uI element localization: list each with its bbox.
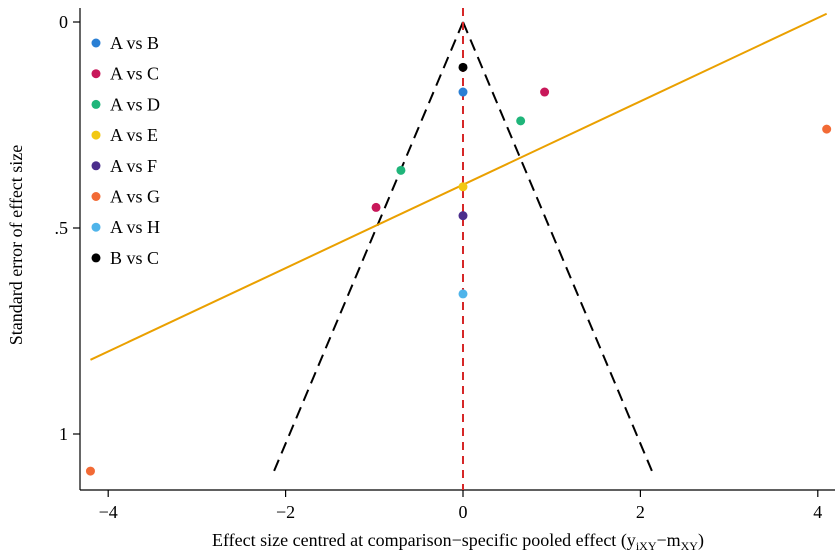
point-b-vs-c-1	[458, 62, 468, 72]
legend-marker-b-vs-c	[91, 253, 101, 263]
legend-label-a-vs-h: A vs H	[110, 217, 160, 237]
point-a-vs-g-2	[85, 466, 95, 476]
y-axis-ticks: 0.51	[55, 12, 80, 444]
legend-marker-a-vs-g	[91, 192, 101, 201]
x-tick-label: 4	[813, 502, 822, 522]
plot-area: −4 −2 0 2 4 0.51	[55, 8, 835, 522]
y-tick-label: .5	[55, 218, 69, 238]
legend-label-a-vs-g: A vs G	[110, 187, 160, 207]
funnel-left-line	[271, 21, 464, 476]
point-a-vs-g-1	[822, 124, 832, 134]
x-tick-label: −4	[99, 502, 118, 522]
legend: A vs B A vs C A vs D A vs E A vs F A vs G A vs…	[91, 33, 160, 268]
x-tick-label: −2	[276, 502, 295, 522]
legend-marker-a-vs-h	[91, 222, 101, 232]
point-a-vs-d-1	[516, 116, 526, 126]
point-a-vs-c-2	[371, 202, 381, 212]
x-axis-title-main: Effect size centred at comparison−specif…	[212, 530, 636, 551]
point-a-vs-f-1	[458, 211, 468, 221]
legend-marker-a-vs-d	[91, 99, 101, 109]
point-a-vs-c-1	[540, 87, 550, 97]
y-axis-title: Standard error of effect size	[6, 145, 26, 346]
funnel-right-line	[462, 21, 655, 476]
point-a-vs-d-2	[396, 165, 406, 175]
x-axis-title-end: )	[698, 530, 704, 551]
legend-marker-a-vs-c	[91, 69, 101, 79]
point-a-vs-h-1	[458, 289, 468, 299]
funnel-lines	[271, 21, 655, 476]
legend-label-b-vs-c: B vs C	[110, 248, 159, 268]
data-points	[85, 62, 832, 476]
legend-marker-a-vs-b	[91, 38, 101, 48]
x-axis-title: Effect size centred at comparison−specif…	[212, 530, 704, 553]
x-axis-title-sub-1: iXY	[636, 539, 657, 553]
x-tick-label: 2	[636, 502, 645, 522]
legend-label-a-vs-b: A vs B	[110, 33, 159, 53]
x-axis-ticks: −4 −2 0 2 4	[99, 490, 822, 522]
legend-label-a-vs-f: A vs F	[110, 156, 157, 176]
y-tick-label: 1	[59, 424, 68, 444]
legend-marker-a-vs-f	[91, 161, 101, 171]
point-a-vs-b-1	[458, 87, 468, 97]
legend-marker-a-vs-e	[91, 130, 101, 140]
legend-label-a-vs-c: A vs C	[110, 64, 159, 84]
x-axis-title-sub-2: XY	[681, 539, 699, 553]
legend-label-a-vs-e: A vs E	[110, 125, 158, 145]
x-axis-title-mid: −m	[656, 530, 680, 550]
legend-label-a-vs-d: A vs D	[110, 94, 160, 114]
point-a-vs-e-1	[458, 182, 468, 192]
x-tick-label: 0	[459, 502, 468, 522]
y-tick-label: 0	[59, 12, 68, 32]
